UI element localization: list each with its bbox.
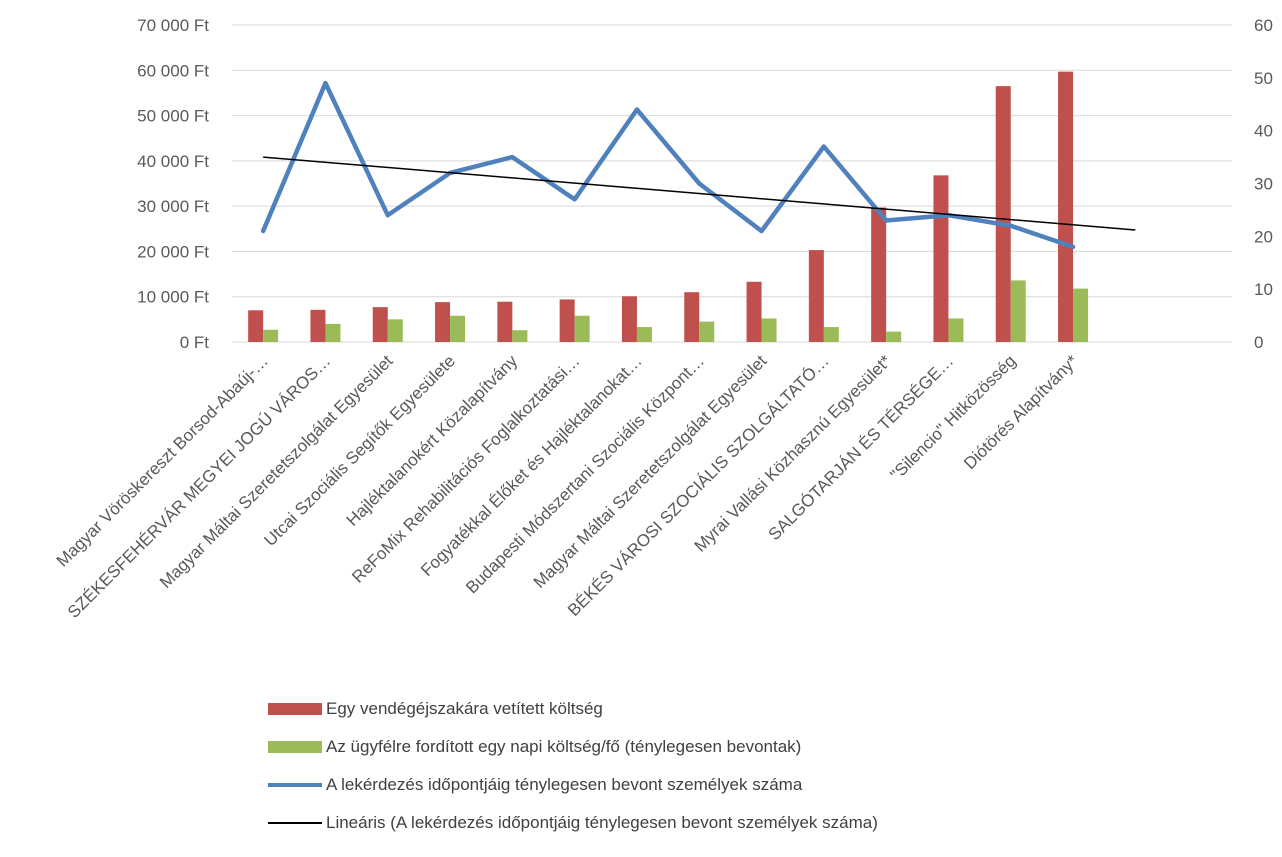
line-persons-count — [260, 80, 1076, 250]
bar-daily-cost — [325, 323, 341, 342]
bar-daily-cost — [948, 318, 964, 342]
category-label: Fogyatékkal Élőket és Hajléktalanokat… — [417, 351, 646, 580]
bar-cost-per-night — [372, 307, 388, 342]
bar-cost-per-night — [684, 292, 700, 342]
legend-item-daily-cost: Az ügyfélre fordított egy napi költség/f… — [268, 736, 878, 758]
bar-cost-per-night — [559, 299, 575, 342]
bar-daily-cost — [450, 315, 466, 342]
category-label: ReFoMix Rehabilitációs Foglalkoztatási… — [348, 351, 583, 586]
left-tick-label: 70 000 Ft — [137, 16, 209, 35]
left-tick-label: 40 000 Ft — [137, 152, 209, 171]
category-labels: Magyar Vöröskereszt Borsod-Abaúj-…SZÉKES… — [53, 351, 1082, 622]
line-series — [260, 80, 1136, 250]
legend-label: Az ügyfélre fordított egy napi költség/f… — [326, 737, 802, 756]
left-tick-label: 10 000 Ft — [137, 288, 209, 307]
bar-daily-cost — [761, 318, 777, 342]
right-tick-label: 10 — [1254, 280, 1273, 299]
bar-daily-cost — [387, 319, 403, 342]
category-label: Magyar Vöröskereszt Borsod-Abaúj-… — [53, 351, 272, 570]
right-tick-label: 20 — [1254, 227, 1273, 246]
bar-daily-cost — [512, 330, 528, 342]
bar-cost-per-night — [435, 302, 451, 342]
category-label: Budapesti Módszertani Szociális Központ… — [462, 351, 708, 597]
category-label: SZÉKESFEHÉRVÁR MEGYEI JOGÚ VÁROS… — [64, 351, 334, 621]
trendline-linear — [263, 156, 1136, 231]
left-tick-label: 20 000 Ft — [137, 242, 209, 261]
bar-daily-cost — [574, 315, 590, 342]
bar-cost-per-night — [871, 207, 887, 342]
right-tick-label: 40 — [1254, 122, 1273, 141]
left-tick-label: 50 000 Ft — [137, 107, 209, 126]
legend-label: Egy vendégéjszakára vetített költség — [326, 699, 603, 718]
bar-cost-per-night — [310, 309, 326, 342]
legend-label: Lineáris (A lekérdezés időpontjáig tényl… — [326, 813, 878, 832]
bar-cost-per-night — [621, 296, 637, 342]
bar-cost-per-night — [1058, 71, 1074, 342]
legend-swatch-blue-line — [268, 783, 322, 787]
legend-item-persons: A lekérdezés időpontjáig ténylegesen bev… — [268, 774, 878, 796]
bar-daily-cost — [636, 327, 652, 342]
bar-cost-per-night — [808, 250, 824, 342]
legend-swatch-trendline — [268, 822, 322, 824]
category-label: Diótörés Alapítvány* — [960, 351, 1082, 473]
legend: Egy vendégéjszakára vetített költség Az … — [268, 698, 878, 850]
bar-daily-cost — [1010, 280, 1026, 342]
legend-label: A lekérdezés időpontjáig ténylegesen bev… — [326, 775, 803, 794]
combo-chart: 0 Ft 10 000 Ft 20 000 Ft 30 000 Ft 40 000 Ft… — [53, 16, 1273, 622]
bar-cost-per-night — [995, 86, 1011, 342]
left-tick-label: 60 000 Ft — [137, 61, 209, 80]
bar-daily-cost — [823, 327, 839, 342]
right-tick-label: 30 — [1254, 175, 1273, 194]
bar-cost-per-night — [497, 301, 513, 342]
left-tick-label: 0 Ft — [180, 333, 210, 352]
legend-swatch-red-bar — [268, 703, 322, 715]
bar-daily-cost — [886, 331, 902, 342]
category-label: Magyar Máltai Szeretetszolgálat Egyesüle… — [156, 351, 397, 592]
right-axis-ticks: 0 10 20 30 40 50 60 — [1254, 16, 1273, 352]
right-tick-label: 0 — [1254, 333, 1263, 352]
category-label: "Silencio" Hitközösség — [887, 351, 1020, 484]
left-axis-ticks: 0 Ft 10 000 Ft 20 000 Ft 30 000 Ft 40 000 Ft… — [137, 16, 209, 352]
bar-series — [248, 71, 1089, 342]
bar-cost-per-night — [746, 281, 762, 342]
bar-daily-cost — [699, 321, 715, 342]
bar-daily-cost — [1073, 288, 1089, 342]
category-label: Magyar Máltai Szeretetszolgálat Egyesüle… — [530, 351, 771, 592]
left-tick-label: 30 000 Ft — [137, 197, 209, 216]
bar-cost-per-night — [933, 175, 949, 342]
legend-item-cost-per-night: Egy vendégéjszakára vetített költség — [268, 698, 878, 720]
right-tick-label: 60 — [1254, 16, 1273, 35]
legend-item-trend: Lineáris (A lekérdezés időpontjáig tényl… — [268, 812, 878, 834]
bar-cost-per-night — [248, 310, 264, 342]
bar-daily-cost — [263, 329, 279, 342]
right-tick-label: 50 — [1254, 69, 1273, 88]
legend-swatch-green-bar — [268, 741, 322, 753]
